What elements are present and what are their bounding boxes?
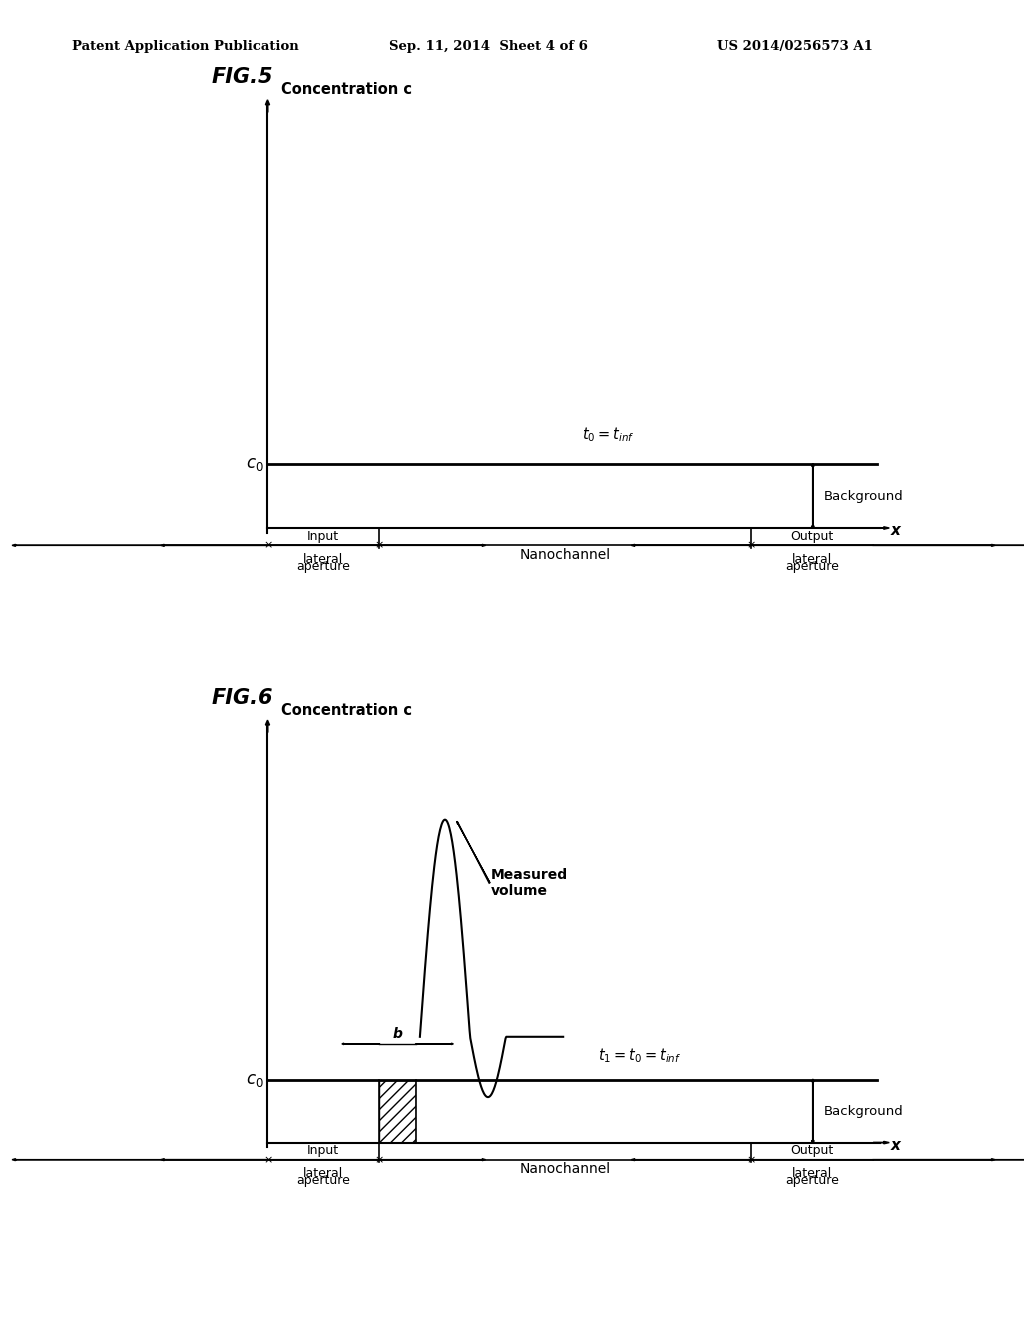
Text: $t_1=t_0=t_{inf}$: $t_1=t_0=t_{inf}$ [598,1047,681,1065]
Text: Background: Background [823,490,903,503]
Text: FIG.6: FIG.6 [212,688,273,708]
Text: Input: Input [307,529,339,543]
Text: $c_0$: $c_0$ [246,455,264,473]
Text: x: x [891,1138,900,1152]
Text: Measured
volume: Measured volume [490,869,567,899]
Text: aperture: aperture [785,560,839,573]
Text: aperture: aperture [296,1175,350,1187]
Text: $\times$: $\times$ [745,1155,756,1164]
Text: Input: Input [307,1144,339,1158]
Text: $\times$: $\times$ [262,1155,272,1164]
Text: Concentration c: Concentration c [282,702,413,718]
Text: Nanochannel: Nanochannel [519,1162,610,1176]
Text: aperture: aperture [296,560,350,573]
Text: b: b [392,1027,402,1041]
Text: lateral: lateral [303,553,343,566]
Text: Output: Output [791,529,834,543]
Text: x: x [891,523,900,539]
Text: aperture: aperture [785,1175,839,1187]
Text: US 2014/0256573 A1: US 2014/0256573 A1 [717,40,872,53]
Text: $\times$: $\times$ [745,540,756,550]
Text: Sep. 11, 2014  Sheet 4 of 6: Sep. 11, 2014 Sheet 4 of 6 [389,40,588,53]
Text: Nanochannel: Nanochannel [519,548,610,562]
Text: $\times$: $\times$ [374,540,384,550]
Text: $\times$: $\times$ [262,540,272,550]
Text: $c_0$: $c_0$ [246,1071,264,1089]
Text: lateral: lateral [792,553,833,566]
Text: Output: Output [791,1144,834,1158]
Text: FIG.5: FIG.5 [212,67,273,87]
Text: Patent Application Publication: Patent Application Publication [72,40,298,53]
Text: Background: Background [823,1105,903,1118]
Text: $t_0=t_{inf}$: $t_0=t_{inf}$ [582,425,635,445]
Text: Concentration c: Concentration c [282,82,413,98]
Text: lateral: lateral [792,1167,833,1180]
Text: lateral: lateral [303,1167,343,1180]
Text: $\times$: $\times$ [374,1155,384,1164]
